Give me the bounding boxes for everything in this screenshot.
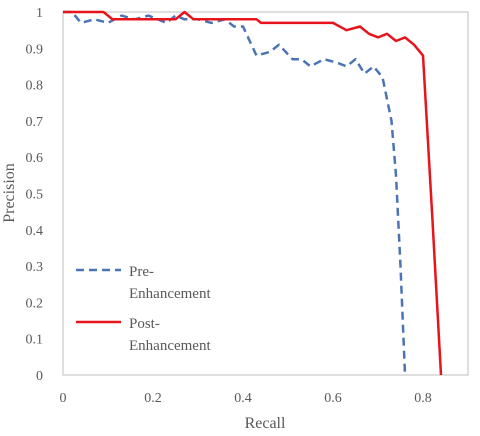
- y-tick-label: 1: [36, 6, 43, 21]
- y-axis-title: Precision: [1, 163, 18, 223]
- legend: Pre- Enhancement Post- Enhancement: [76, 264, 211, 354]
- legend-label-pre-enhancement-line2: Enhancement: [129, 286, 211, 302]
- legend-label-post-enhancement-line1: Post-: [129, 316, 160, 332]
- y-tick-label: 0.6: [26, 151, 44, 166]
- y-tick-label: 0.9: [26, 42, 44, 57]
- y-tick-label: 0.7: [26, 115, 44, 130]
- x-tick-label: 0.6: [324, 391, 342, 406]
- x-axis-ticks: 0 0.2 0.4 0.6 0.8: [60, 391, 432, 406]
- x-tick-label: 0: [60, 391, 67, 406]
- x-tick-label: 0.2: [144, 391, 162, 406]
- plot-area: [62, 11, 469, 376]
- y-tick-label: 0.5: [26, 188, 44, 203]
- series-line-post-enhancement: [63, 10, 443, 376]
- y-tick-label: 0: [36, 369, 43, 384]
- legend-label-post-enhancement-line2: Enhancement: [129, 338, 211, 354]
- y-tick-label: 0.1: [26, 333, 44, 348]
- x-axis-title: Recall: [245, 415, 286, 432]
- series-line-pre-enhancement: [63, 10, 407, 376]
- y-tick-label: 0.8: [26, 79, 44, 94]
- x-tick-label: 0.8: [414, 391, 432, 406]
- legend-label-pre-enhancement-line1: Pre-: [129, 264, 154, 280]
- y-tick-label: 0.3: [26, 260, 44, 275]
- y-tick-label: 0.4: [26, 224, 44, 239]
- y-axis-ticks: 0 0.1 0.2 0.3 0.4 0.5 0.6 0.7 0.8 0.9 1: [26, 6, 44, 384]
- y-tick-label: 0.2: [26, 296, 44, 311]
- series-layer: [63, 10, 443, 376]
- x-tick-label: 0.4: [234, 391, 252, 406]
